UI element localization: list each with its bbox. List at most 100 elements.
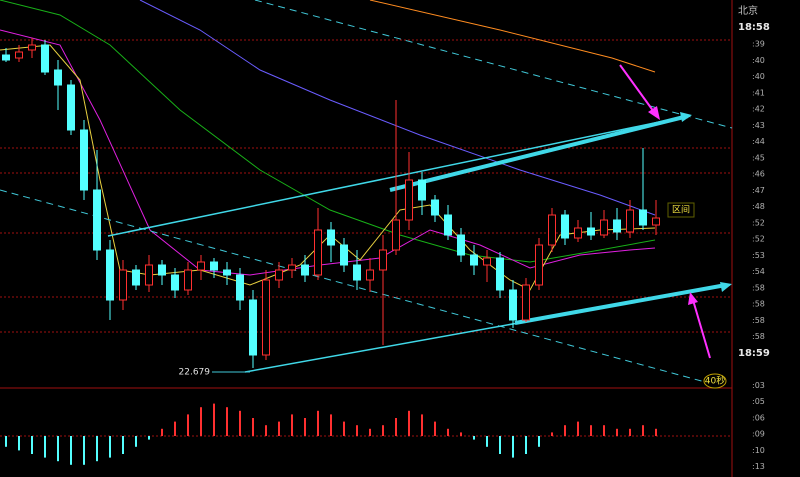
city-label: 北京 (738, 4, 758, 17)
side-label: :03 (752, 381, 765, 390)
candle-body (548, 214, 556, 246)
trend-line (514, 283, 727, 325)
candle-body (353, 264, 361, 281)
candle-body (314, 229, 322, 276)
side-label: :40 (752, 72, 765, 81)
candle-body (80, 129, 88, 191)
candle-body (93, 189, 101, 251)
candle-body (561, 214, 569, 239)
arrow-head (720, 282, 732, 292)
candle-body (288, 264, 296, 271)
candle-body (626, 209, 634, 233)
candle-body (366, 269, 374, 281)
candle-body (275, 269, 283, 281)
candle-body (587, 227, 595, 236)
candle-body (431, 199, 439, 216)
candle-body (574, 227, 582, 239)
ma-line (0, 0, 656, 263)
pointer-arrow (692, 299, 711, 359)
candle-body (600, 219, 608, 236)
pointer-arrow (619, 64, 655, 113)
candle-body (522, 284, 530, 321)
candle-body (392, 219, 400, 251)
side-label: :58 (752, 316, 765, 325)
arrow-head (648, 106, 660, 120)
candle-body (210, 261, 218, 271)
low-label: 22.679 (179, 368, 211, 378)
candle-body (197, 261, 205, 271)
candle-body (535, 244, 543, 286)
side-label: :58 (752, 332, 765, 341)
side-label: :42 (752, 105, 765, 114)
side-label: :10 (752, 446, 765, 455)
candle-body (54, 69, 62, 86)
side-label: :41 (752, 88, 765, 97)
side-label: :05 (752, 397, 765, 406)
ma-line (0, 29, 656, 276)
side-label: :09 (752, 430, 765, 439)
candle-body (457, 234, 465, 256)
candle-body (132, 269, 140, 286)
candle-body (67, 84, 75, 131)
side-label: :46 (752, 170, 765, 179)
side-label: :52 (752, 235, 765, 244)
candle-body (340, 244, 348, 266)
side-label: :54 (752, 267, 765, 276)
arrow-head (688, 292, 698, 305)
candle-body (613, 219, 621, 233)
side-label: :43 (752, 121, 765, 130)
timer-label: 40秒 (705, 375, 725, 387)
candle-body (41, 44, 49, 73)
side-label: :47 (752, 186, 765, 195)
candle-body (171, 274, 179, 291)
candle-body (223, 269, 231, 276)
candle-body (145, 264, 153, 286)
side-label: :58 (752, 283, 765, 292)
trend-lines (0, 0, 733, 383)
ma-line (139, 0, 656, 216)
side-label: :53 (752, 251, 765, 260)
candle-body (28, 44, 36, 51)
channel-line (254, 0, 733, 129)
side-label: :58 (752, 300, 765, 309)
candle-body (470, 254, 478, 266)
candle-body (327, 229, 335, 246)
candle-body (301, 264, 309, 276)
timer-ring (703, 373, 727, 389)
candle-body (444, 214, 452, 236)
candle-body (119, 269, 127, 301)
candle-body (509, 289, 517, 321)
side-label: :48 (752, 202, 765, 211)
time-label: 18:58 (738, 22, 770, 33)
candle-body (418, 179, 426, 201)
side-label: :40 (752, 56, 765, 65)
candle-body (184, 269, 192, 291)
side-label: :13 (752, 462, 765, 471)
candle-body (496, 257, 504, 291)
candle-body (249, 299, 257, 356)
side-label: 18:59 (738, 348, 770, 359)
side-label: :52 (752, 218, 765, 227)
range-box (667, 202, 695, 218)
candle-body (639, 209, 647, 226)
candle-body (158, 264, 166, 276)
side-label: :06 (752, 413, 765, 422)
candle-body (236, 274, 244, 301)
side-label: :44 (752, 137, 765, 146)
arrow-head (680, 112, 692, 122)
side-label: :45 (752, 153, 765, 162)
side-label: :39 (752, 40, 765, 49)
candle-body (405, 179, 413, 221)
candle-body (2, 54, 10, 61)
ma-line (369, 0, 656, 73)
candle-body (652, 217, 660, 226)
candle-body (15, 51, 23, 59)
trend-line (107, 115, 689, 237)
candle-body (262, 279, 270, 356)
channel-line (0, 189, 706, 383)
candle-body (106, 249, 114, 301)
candle-body (379, 249, 387, 271)
candle-body (483, 257, 491, 266)
trend-line (389, 114, 689, 192)
